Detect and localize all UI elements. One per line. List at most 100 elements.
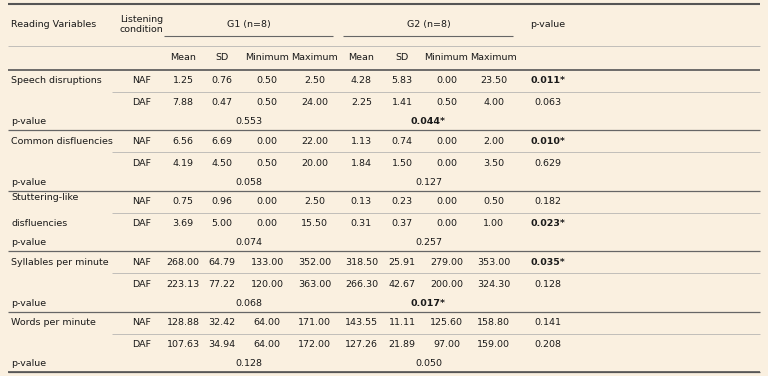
Text: 0.13: 0.13 xyxy=(351,197,372,206)
Text: 0.50: 0.50 xyxy=(483,197,505,206)
Text: DAF: DAF xyxy=(132,280,151,288)
Text: 5.83: 5.83 xyxy=(392,76,412,85)
Text: DAF: DAF xyxy=(132,159,151,168)
Text: 0.050: 0.050 xyxy=(415,359,442,368)
Text: 0.50: 0.50 xyxy=(257,159,278,168)
Text: Mean: Mean xyxy=(170,53,196,62)
Text: 1.25: 1.25 xyxy=(173,76,194,85)
Text: 0.074: 0.074 xyxy=(235,238,262,247)
Text: 34.94: 34.94 xyxy=(209,340,236,349)
Text: 0.058: 0.058 xyxy=(235,178,262,187)
Text: 1.50: 1.50 xyxy=(392,159,412,168)
Text: NAF: NAF xyxy=(132,318,151,327)
Text: 0.629: 0.629 xyxy=(535,159,561,168)
Text: 0.044*: 0.044* xyxy=(411,117,446,126)
Text: 0.035*: 0.035* xyxy=(531,258,565,267)
Text: 120.00: 120.00 xyxy=(251,280,284,288)
Text: 1.13: 1.13 xyxy=(351,136,372,146)
Text: 24.00: 24.00 xyxy=(301,98,328,107)
Text: 7.88: 7.88 xyxy=(173,98,194,107)
Text: Words per minute: Words per minute xyxy=(12,318,96,327)
Text: 0.017*: 0.017* xyxy=(411,299,446,308)
Text: 0.182: 0.182 xyxy=(535,197,561,206)
Text: Listening
condition: Listening condition xyxy=(120,15,164,34)
Text: 32.42: 32.42 xyxy=(209,318,236,327)
Text: 0.128: 0.128 xyxy=(535,280,561,288)
Text: Stuttering-like: Stuttering-like xyxy=(12,193,79,202)
Text: 318.50: 318.50 xyxy=(345,258,378,267)
Text: 0.76: 0.76 xyxy=(212,76,233,85)
Text: 2.25: 2.25 xyxy=(351,98,372,107)
Text: 353.00: 353.00 xyxy=(477,258,511,267)
Text: 0.74: 0.74 xyxy=(392,136,412,146)
Text: 0.553: 0.553 xyxy=(235,117,262,126)
Text: p-value: p-value xyxy=(12,117,47,126)
Text: 352.00: 352.00 xyxy=(298,258,331,267)
Text: 266.30: 266.30 xyxy=(345,280,378,288)
Text: 158.80: 158.80 xyxy=(478,318,511,327)
Text: 1.00: 1.00 xyxy=(483,219,505,228)
Text: 0.37: 0.37 xyxy=(392,219,412,228)
Text: 3.69: 3.69 xyxy=(173,219,194,228)
Text: 23.50: 23.50 xyxy=(480,76,508,85)
Text: 133.00: 133.00 xyxy=(250,258,284,267)
Text: 2.50: 2.50 xyxy=(304,197,326,206)
Text: 4.00: 4.00 xyxy=(483,98,505,107)
Text: NAF: NAF xyxy=(132,197,151,206)
Text: 4.19: 4.19 xyxy=(173,159,194,168)
Text: 363.00: 363.00 xyxy=(298,280,331,288)
Text: 125.60: 125.60 xyxy=(430,318,463,327)
Text: 3.50: 3.50 xyxy=(483,159,505,168)
Text: 20.00: 20.00 xyxy=(301,159,328,168)
Text: 127.26: 127.26 xyxy=(345,340,378,349)
Text: Syllables per minute: Syllables per minute xyxy=(12,258,109,267)
Text: 0.75: 0.75 xyxy=(173,197,194,206)
Text: 0.023*: 0.023* xyxy=(531,219,565,228)
Text: NAF: NAF xyxy=(132,136,151,146)
Text: 0.127: 0.127 xyxy=(415,178,442,187)
Text: 172.00: 172.00 xyxy=(298,340,331,349)
Text: DAF: DAF xyxy=(132,98,151,107)
Text: Minimum: Minimum xyxy=(425,53,468,62)
Text: Mean: Mean xyxy=(349,53,374,62)
Text: 0.208: 0.208 xyxy=(535,340,561,349)
Text: 6.56: 6.56 xyxy=(173,136,194,146)
Text: 0.141: 0.141 xyxy=(535,318,561,327)
Text: 0.50: 0.50 xyxy=(257,76,278,85)
Text: 0.00: 0.00 xyxy=(436,197,457,206)
Text: 0.011*: 0.011* xyxy=(531,76,565,85)
Text: 2.50: 2.50 xyxy=(304,76,326,85)
Text: 0.00: 0.00 xyxy=(436,219,457,228)
Text: DAF: DAF xyxy=(132,219,151,228)
Text: 107.63: 107.63 xyxy=(167,340,200,349)
Text: Maximum: Maximum xyxy=(291,53,338,62)
Text: 97.00: 97.00 xyxy=(433,340,460,349)
Text: 2.00: 2.00 xyxy=(483,136,505,146)
Text: SD: SD xyxy=(216,53,229,62)
Text: p-value: p-value xyxy=(12,238,47,247)
Text: G1 (n=8): G1 (n=8) xyxy=(227,20,270,29)
Text: 1.84: 1.84 xyxy=(351,159,372,168)
Text: 0.96: 0.96 xyxy=(212,197,233,206)
Text: 64.00: 64.00 xyxy=(254,318,281,327)
Text: NAF: NAF xyxy=(132,76,151,85)
Text: 4.28: 4.28 xyxy=(351,76,372,85)
Text: 15.50: 15.50 xyxy=(301,219,328,228)
Text: 5.00: 5.00 xyxy=(212,219,233,228)
Text: 0.00: 0.00 xyxy=(257,219,278,228)
Text: 0.47: 0.47 xyxy=(212,98,233,107)
Text: 279.00: 279.00 xyxy=(430,258,463,267)
Text: p-value: p-value xyxy=(12,178,47,187)
Text: 0.50: 0.50 xyxy=(257,98,278,107)
Text: 0.00: 0.00 xyxy=(257,197,278,206)
Text: 0.068: 0.068 xyxy=(235,299,262,308)
Text: 42.67: 42.67 xyxy=(389,280,415,288)
Text: 223.13: 223.13 xyxy=(167,280,200,288)
Text: 64.00: 64.00 xyxy=(254,340,281,349)
Text: 0.00: 0.00 xyxy=(436,76,457,85)
Text: 0.00: 0.00 xyxy=(436,136,457,146)
Text: 22.00: 22.00 xyxy=(301,136,328,146)
Text: 0.23: 0.23 xyxy=(392,197,412,206)
Text: NAF: NAF xyxy=(132,258,151,267)
Text: 64.79: 64.79 xyxy=(209,258,236,267)
